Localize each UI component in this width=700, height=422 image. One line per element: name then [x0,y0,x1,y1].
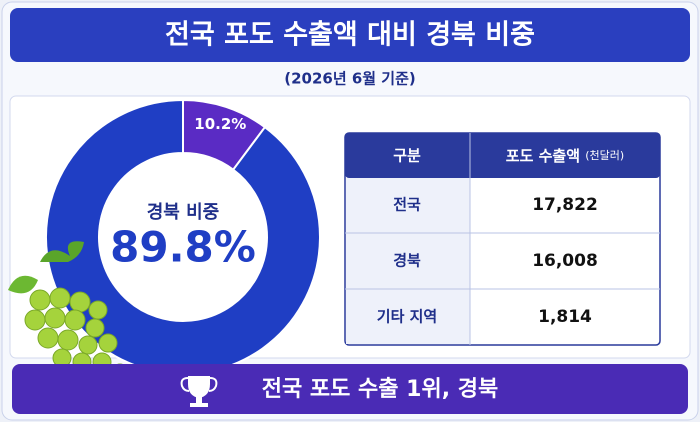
donut-chart: 10.2% [45,98,321,375]
footer-bar [12,364,688,414]
table-cell: 기타 지역 [377,308,437,326]
table-cell: 1,814 [538,307,592,327]
center-label: 경북 비중 [147,202,220,223]
grapes-icon [8,241,129,381]
table-cell: 17,822 [532,195,598,215]
trophy-icon [180,376,218,407]
center-value: 89.8% [110,223,256,272]
footer-text: 전국 포도 수출 1위, 경북 [262,377,498,402]
table-cell: 전국 [393,196,421,214]
title: 전국 포도 수출액 대비 경북 비중 [165,20,535,51]
title-bar [10,8,690,62]
table-unit: (천달러) [585,148,624,162]
table-header: 구분 [393,147,421,165]
subtitle: (2026년 6월 기준) [284,70,416,88]
table-cell: 경북 [393,252,421,270]
donut-slice [45,98,321,375]
table-cell: 16,008 [532,251,598,271]
table-header: 포도 수출액 (천달러) [506,147,624,165]
slice-label: 10.2% [194,115,246,133]
table-header: 포도 수출액 [506,147,580,165]
table [344,132,661,346]
